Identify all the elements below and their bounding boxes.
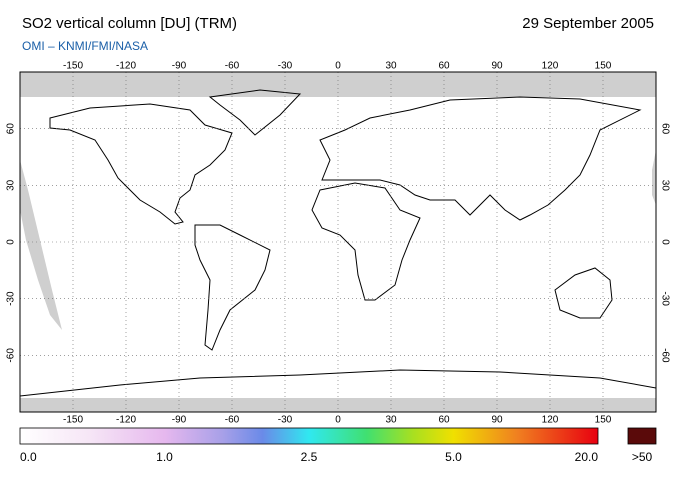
lon-label-top: -60 bbox=[225, 61, 240, 72]
africa bbox=[311, 182, 421, 301]
antarctica bbox=[20, 369, 656, 397]
lat-label-right: -60 bbox=[659, 348, 670, 363]
colorbar-label: 1.0 bbox=[156, 450, 173, 464]
lon-label-top: -150 bbox=[63, 61, 83, 72]
lat-label-right: -30 bbox=[659, 291, 670, 306]
colorbar-label: 5.0 bbox=[445, 450, 462, 464]
south-america bbox=[194, 224, 271, 351]
lat-label-left: 30 bbox=[6, 179, 17, 191]
graticule bbox=[20, 72, 656, 412]
australia bbox=[554, 267, 613, 319]
lon-label-top: 60 bbox=[438, 61, 450, 72]
lon-label-bottom: 60 bbox=[438, 415, 450, 426]
greenland bbox=[208, 89, 302, 136]
eurasia bbox=[319, 96, 642, 221]
overflow-label: >50 bbox=[632, 450, 653, 464]
orbit-gap bbox=[652, 150, 656, 205]
lat-label-right: 0 bbox=[659, 239, 670, 245]
lon-label-bottom: -150 bbox=[63, 415, 83, 426]
colorbar: >50 0.0 1.0 2.5 5.0 20.0 bbox=[19, 427, 657, 464]
lon-label-top: 120 bbox=[542, 61, 559, 72]
coastlines bbox=[20, 89, 656, 397]
lat-label-left: 60 bbox=[6, 123, 17, 135]
lon-label-top: -30 bbox=[278, 61, 293, 72]
lat-label-right: 30 bbox=[659, 180, 670, 192]
lon-label-top: 150 bbox=[595, 61, 612, 72]
lon-label-bottom: -30 bbox=[278, 415, 293, 426]
lon-label-bottom: 30 bbox=[385, 415, 397, 426]
map-frame bbox=[19, 71, 657, 413]
orbit-gap bbox=[20, 160, 62, 330]
colorbar-label: 2.5 bbox=[301, 450, 318, 464]
lon-label-bottom: 0 bbox=[335, 415, 341, 426]
lat-label-left: -30 bbox=[6, 291, 17, 306]
lon-label-top: -120 bbox=[116, 61, 136, 72]
colorbar-label: 20.0 bbox=[575, 450, 599, 464]
lon-label-top: -90 bbox=[172, 61, 187, 72]
lon-label-top: 30 bbox=[385, 61, 397, 72]
title: SO2 vertical column [DU] (TRM) bbox=[22, 15, 237, 32]
lon-label-bottom: -120 bbox=[116, 415, 136, 426]
lat-label-right: 60 bbox=[659, 123, 670, 135]
lon-label-bottom: -90 bbox=[172, 415, 187, 426]
lat-label-left: -60 bbox=[6, 348, 17, 363]
lon-label-bottom: 150 bbox=[595, 415, 612, 426]
overflow-swatch bbox=[627, 427, 657, 445]
credit: OMI – KNMI/FMI/NASA bbox=[22, 39, 148, 53]
lat-label-left: 0 bbox=[6, 239, 17, 245]
lon-label-top: 90 bbox=[491, 61, 503, 72]
date: 29 September 2005 bbox=[522, 15, 654, 32]
lon-label-bottom: 120 bbox=[542, 415, 559, 426]
colorbar-scale bbox=[19, 427, 599, 445]
colorbar-label: 0.0 bbox=[20, 450, 37, 464]
lon-label-top: 0 bbox=[335, 61, 341, 72]
north-america bbox=[49, 103, 233, 225]
lon-label-bottom: -60 bbox=[225, 415, 240, 426]
lon-label-bottom: 90 bbox=[491, 415, 503, 426]
